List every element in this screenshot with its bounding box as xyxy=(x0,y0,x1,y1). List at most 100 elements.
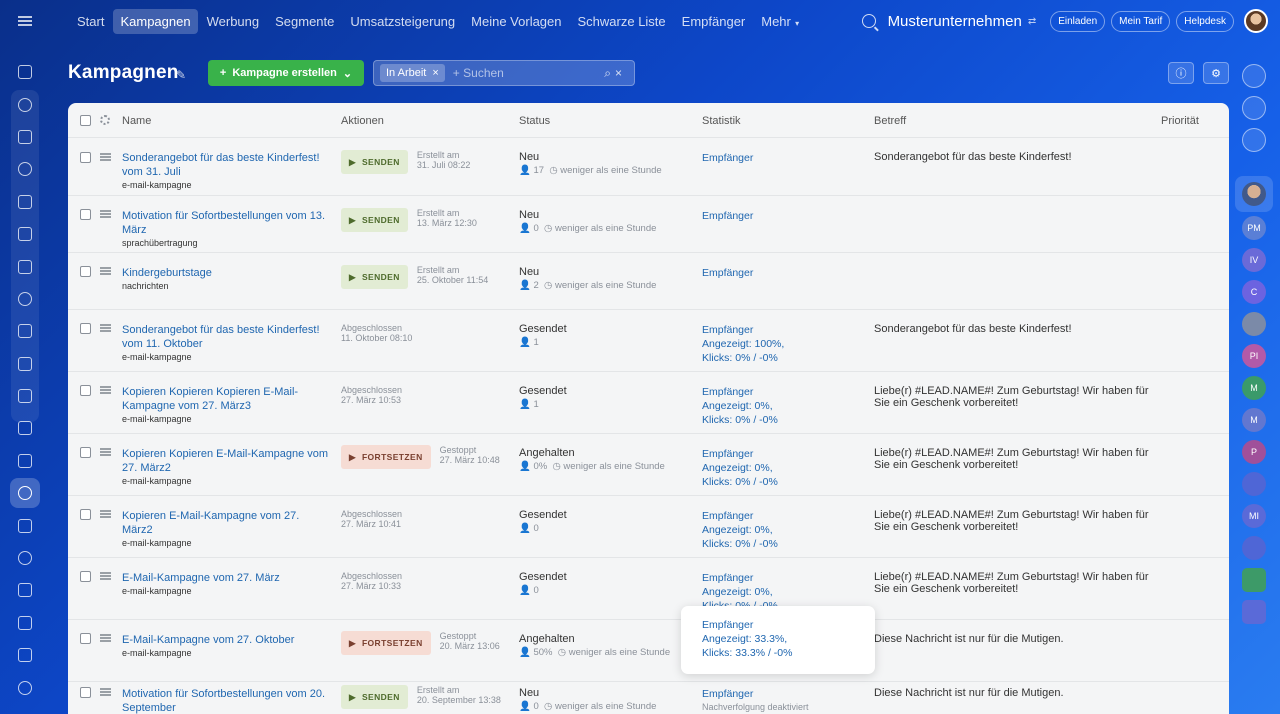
col-name[interactable]: Name xyxy=(122,115,152,127)
funnel-icon[interactable] xyxy=(0,412,50,444)
campaign-title[interactable]: E-Mail-Kampagne vom 27. Oktober xyxy=(122,634,295,646)
group-chat-icon-2[interactable] xyxy=(1228,532,1280,564)
row-checkbox[interactable] xyxy=(80,266,91,277)
presentation-icon[interactable] xyxy=(0,250,50,282)
row-checkbox[interactable] xyxy=(80,687,91,698)
stats-recipients-link[interactable]: Empfänger xyxy=(702,619,754,631)
nav-schwarze-liste[interactable]: Schwarze Liste xyxy=(577,13,666,29)
stats-recipients-link[interactable]: Empfänger xyxy=(702,448,754,460)
user-avatar[interactable] xyxy=(1244,9,1268,33)
search-input[interactable]: + Suchen xyxy=(452,66,504,80)
copilot-icon[interactable] xyxy=(1228,92,1280,124)
settings-icon[interactable] xyxy=(0,671,50,703)
stats-clicks[interactable]: Klicks: 33.3% / -0% xyxy=(702,647,793,659)
send-button[interactable]: ▶ SENDEN xyxy=(341,150,408,174)
col-subject[interactable]: Betreff xyxy=(874,115,907,127)
company-name[interactable]: Musterunternehmen xyxy=(887,12,1022,30)
stats-recipients-link[interactable]: Empfänger xyxy=(702,688,754,700)
drag-handle-icon[interactable] xyxy=(100,267,111,269)
campaign-title[interactable]: Sonderangebot für das beste Kinderfest! … xyxy=(122,324,320,350)
lock-icon[interactable] xyxy=(1228,596,1280,628)
col-priority[interactable]: Priorität xyxy=(1161,115,1199,127)
contact-avatar-p[interactable]: P xyxy=(1228,436,1280,468)
stats-recipients-link[interactable]: Empfänger xyxy=(702,267,754,279)
send-button[interactable]: ▶ SENDEN xyxy=(341,208,408,232)
row-checkbox[interactable] xyxy=(80,209,91,220)
document-icon[interactable] xyxy=(0,121,50,153)
row-checkbox[interactable] xyxy=(80,447,91,458)
puzzle-icon[interactable] xyxy=(0,88,50,120)
row-checkbox[interactable] xyxy=(80,152,91,163)
bar-chart-icon[interactable] xyxy=(0,380,50,412)
contact-avatar-c[interactable]: C xyxy=(1228,276,1280,308)
row-checkbox[interactable] xyxy=(80,323,91,334)
bell-icon[interactable] xyxy=(1228,60,1280,92)
nav-meine-vorlagen[interactable]: Meine Vorlagen xyxy=(471,13,562,29)
stats-recipients-link[interactable]: Empfänger xyxy=(702,210,754,222)
stats-opened[interactable]: Angezeigt: 0%, xyxy=(702,400,773,412)
table-row[interactable]: E-Mail-Kampagne vom 27. Oktober e-mail-k… xyxy=(68,620,1229,682)
table-row[interactable]: Kindergeburtstage nachrichten ▶ SENDEN Er… xyxy=(68,253,1229,310)
close-icon[interactable]: × xyxy=(432,67,439,79)
col-actions[interactable]: Aktionen xyxy=(341,115,384,127)
pin-icon[interactable]: ✎ xyxy=(176,68,187,82)
stats-recipients-link[interactable]: Empfänger xyxy=(702,324,754,336)
col-stats[interactable]: Statistik xyxy=(702,115,741,127)
contact-avatar-m-blue[interactable]: M xyxy=(1228,404,1280,436)
filter-tag[interactable]: In Arbeit × xyxy=(380,64,445,82)
nav-kampagnen[interactable]: Kampagnen xyxy=(113,8,198,34)
row-checkbox[interactable] xyxy=(80,385,91,396)
nav-more[interactable]: Mehr ▾ xyxy=(754,9,806,34)
nav-umsatzsteigerung[interactable]: Umsatzsteigerung xyxy=(350,13,456,29)
campaign-title[interactable]: Motivation für Sofortbestellungen vom 20… xyxy=(122,688,326,714)
invite-button[interactable]: Einladen xyxy=(1050,10,1106,32)
row-checkbox[interactable] xyxy=(80,571,91,582)
drag-handle-icon[interactable] xyxy=(100,634,111,636)
stats-clicks[interactable]: Klicks: 0% / -0% xyxy=(702,414,778,426)
nav-empfaenger[interactable]: Empfänger xyxy=(681,13,746,29)
search-icon[interactable] xyxy=(861,14,876,28)
headset-icon[interactable] xyxy=(0,639,50,671)
group-chat-icon[interactable] xyxy=(1228,468,1280,500)
nav-start[interactable]: Start xyxy=(77,13,105,29)
drag-handle-icon[interactable] xyxy=(100,510,111,512)
plan-button[interactable]: Mein Tarif xyxy=(1111,10,1171,32)
chat-icon[interactable] xyxy=(0,283,50,315)
table-row[interactable]: Sonderangebot für das beste Kinderfest! … xyxy=(68,138,1229,196)
table-row[interactable]: Kopieren Kopieren E-Mail-Kampagne vom 27… xyxy=(68,434,1229,496)
cart-icon[interactable] xyxy=(0,445,50,477)
drag-handle-icon[interactable] xyxy=(100,448,111,450)
gear-icon[interactable]: ⚙ xyxy=(1203,62,1229,84)
file-icon[interactable] xyxy=(0,186,50,218)
stats-recipients-link[interactable]: Empfänger xyxy=(702,386,754,398)
stats-opened[interactable]: Angezeigt: 0%, xyxy=(702,462,773,474)
campaign-title[interactable]: Motivation für Sofortbestellungen vom 13… xyxy=(122,210,326,236)
contact-avatar-pi[interactable]: PI xyxy=(1228,340,1280,372)
nav-werbung[interactable]: Werbung xyxy=(206,13,260,29)
table-row[interactable]: Kopieren E-Mail-Kampagne vom 27. März2 e… xyxy=(68,496,1229,558)
drag-handle-icon[interactable] xyxy=(100,386,111,388)
robot-icon[interactable] xyxy=(0,542,50,574)
campaign-title[interactable]: Kopieren E-Mail-Kampagne vom 27. März2 xyxy=(122,510,300,536)
continue-button[interactable]: ▶ FORTSETZEN xyxy=(341,631,431,655)
filter-search-box[interactable]: In Arbeit × + Suchen ⌕× xyxy=(373,60,635,86)
contact-avatar-pm[interactable]: PM xyxy=(1228,212,1280,244)
row-checkbox[interactable] xyxy=(80,509,91,520)
campaign-title[interactable]: Sonderangebot für das beste Kinderfest! … xyxy=(122,152,320,178)
contact-avatar-photo[interactable] xyxy=(1228,308,1280,340)
continue-button[interactable]: ▶ FORTSETZEN xyxy=(341,445,431,469)
stats-clicks[interactable]: Klicks: 0% / -0% xyxy=(702,352,778,364)
stats-clicks[interactable]: Klicks: 0% / -0% xyxy=(702,476,778,488)
drag-handle-icon[interactable] xyxy=(100,688,111,690)
calendar-icon[interactable] xyxy=(0,315,50,347)
table-row[interactable]: Motivation für Sofortbestellungen vom 13… xyxy=(68,196,1229,253)
send-button[interactable]: ▶ SENDEN xyxy=(341,685,408,709)
table-row[interactable]: Kopieren Kopieren Kopieren E-Mail-Kampag… xyxy=(68,372,1229,434)
contact-avatar-mi[interactable]: MI xyxy=(1228,500,1280,532)
nav-segmente[interactable]: Segmente xyxy=(275,13,335,29)
campaign-title[interactable]: Kopieren Kopieren E-Mail-Kampagne vom 27… xyxy=(122,448,329,474)
table-row[interactable]: Sonderangebot für das beste Kinderfest! … xyxy=(68,310,1229,372)
menu-icon[interactable] xyxy=(0,0,50,42)
contact-avatar-active[interactable] xyxy=(1235,176,1273,212)
row-checkbox[interactable] xyxy=(80,633,91,644)
